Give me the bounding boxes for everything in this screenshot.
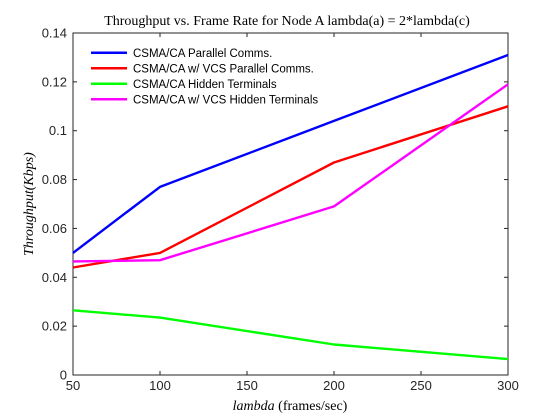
- y-tick-label: 0.14: [42, 26, 67, 41]
- y-tick-label: 0.02: [42, 319, 67, 334]
- legend: CSMA/CA Parallel Comms. CSMA/CA w/ VCS Pa…: [82, 40, 340, 112]
- x-tick-label: 150: [236, 378, 258, 393]
- x-tick-label: 50: [66, 378, 80, 393]
- x-axis-label-rest: (frames/sec): [275, 399, 348, 414]
- legend-entry-1: CSMA/CA Parallel Comms.: [133, 48, 272, 60]
- y-tick-label: 0: [60, 368, 67, 383]
- x-tick-label: 200: [323, 378, 345, 393]
- y-tick-label: 0.06: [42, 221, 67, 236]
- y-tick-label: 0.08: [42, 172, 67, 187]
- chart-title: Throughput vs. Frame Rate for Node A lam…: [104, 14, 470, 29]
- legend-entry-2: CSMA/CA w/ VCS Parallel Comms.: [133, 63, 314, 75]
- y-axis-label-italic: Throughput: [22, 189, 37, 256]
- x-tick-label: 250: [410, 378, 432, 393]
- x-tick-label: 100: [149, 378, 171, 393]
- y-tick-label: 0.12: [42, 74, 67, 89]
- x-tick-label: 300: [497, 378, 519, 393]
- legend-entry-4: CSMA/CA w/ VCS Hidden Terminals: [133, 94, 318, 106]
- y-axis-label: Throughput(Kbps): [22, 152, 37, 256]
- y-tick-label: 0.04: [42, 270, 67, 285]
- x-axis-label-italic: lambda: [233, 399, 275, 414]
- series-line-1: [72, 53, 509, 254]
- series-line-4: [72, 83, 509, 263]
- legend-entry-3: CSMA/CA Hidden Terminals: [133, 79, 277, 91]
- series-line-3: [72, 309, 509, 361]
- y-axis-label-rest: (Kbps): [22, 152, 37, 190]
- y-tick-label: 0.1: [49, 123, 67, 138]
- x-axis-label: lambda (frames/sec): [233, 399, 348, 414]
